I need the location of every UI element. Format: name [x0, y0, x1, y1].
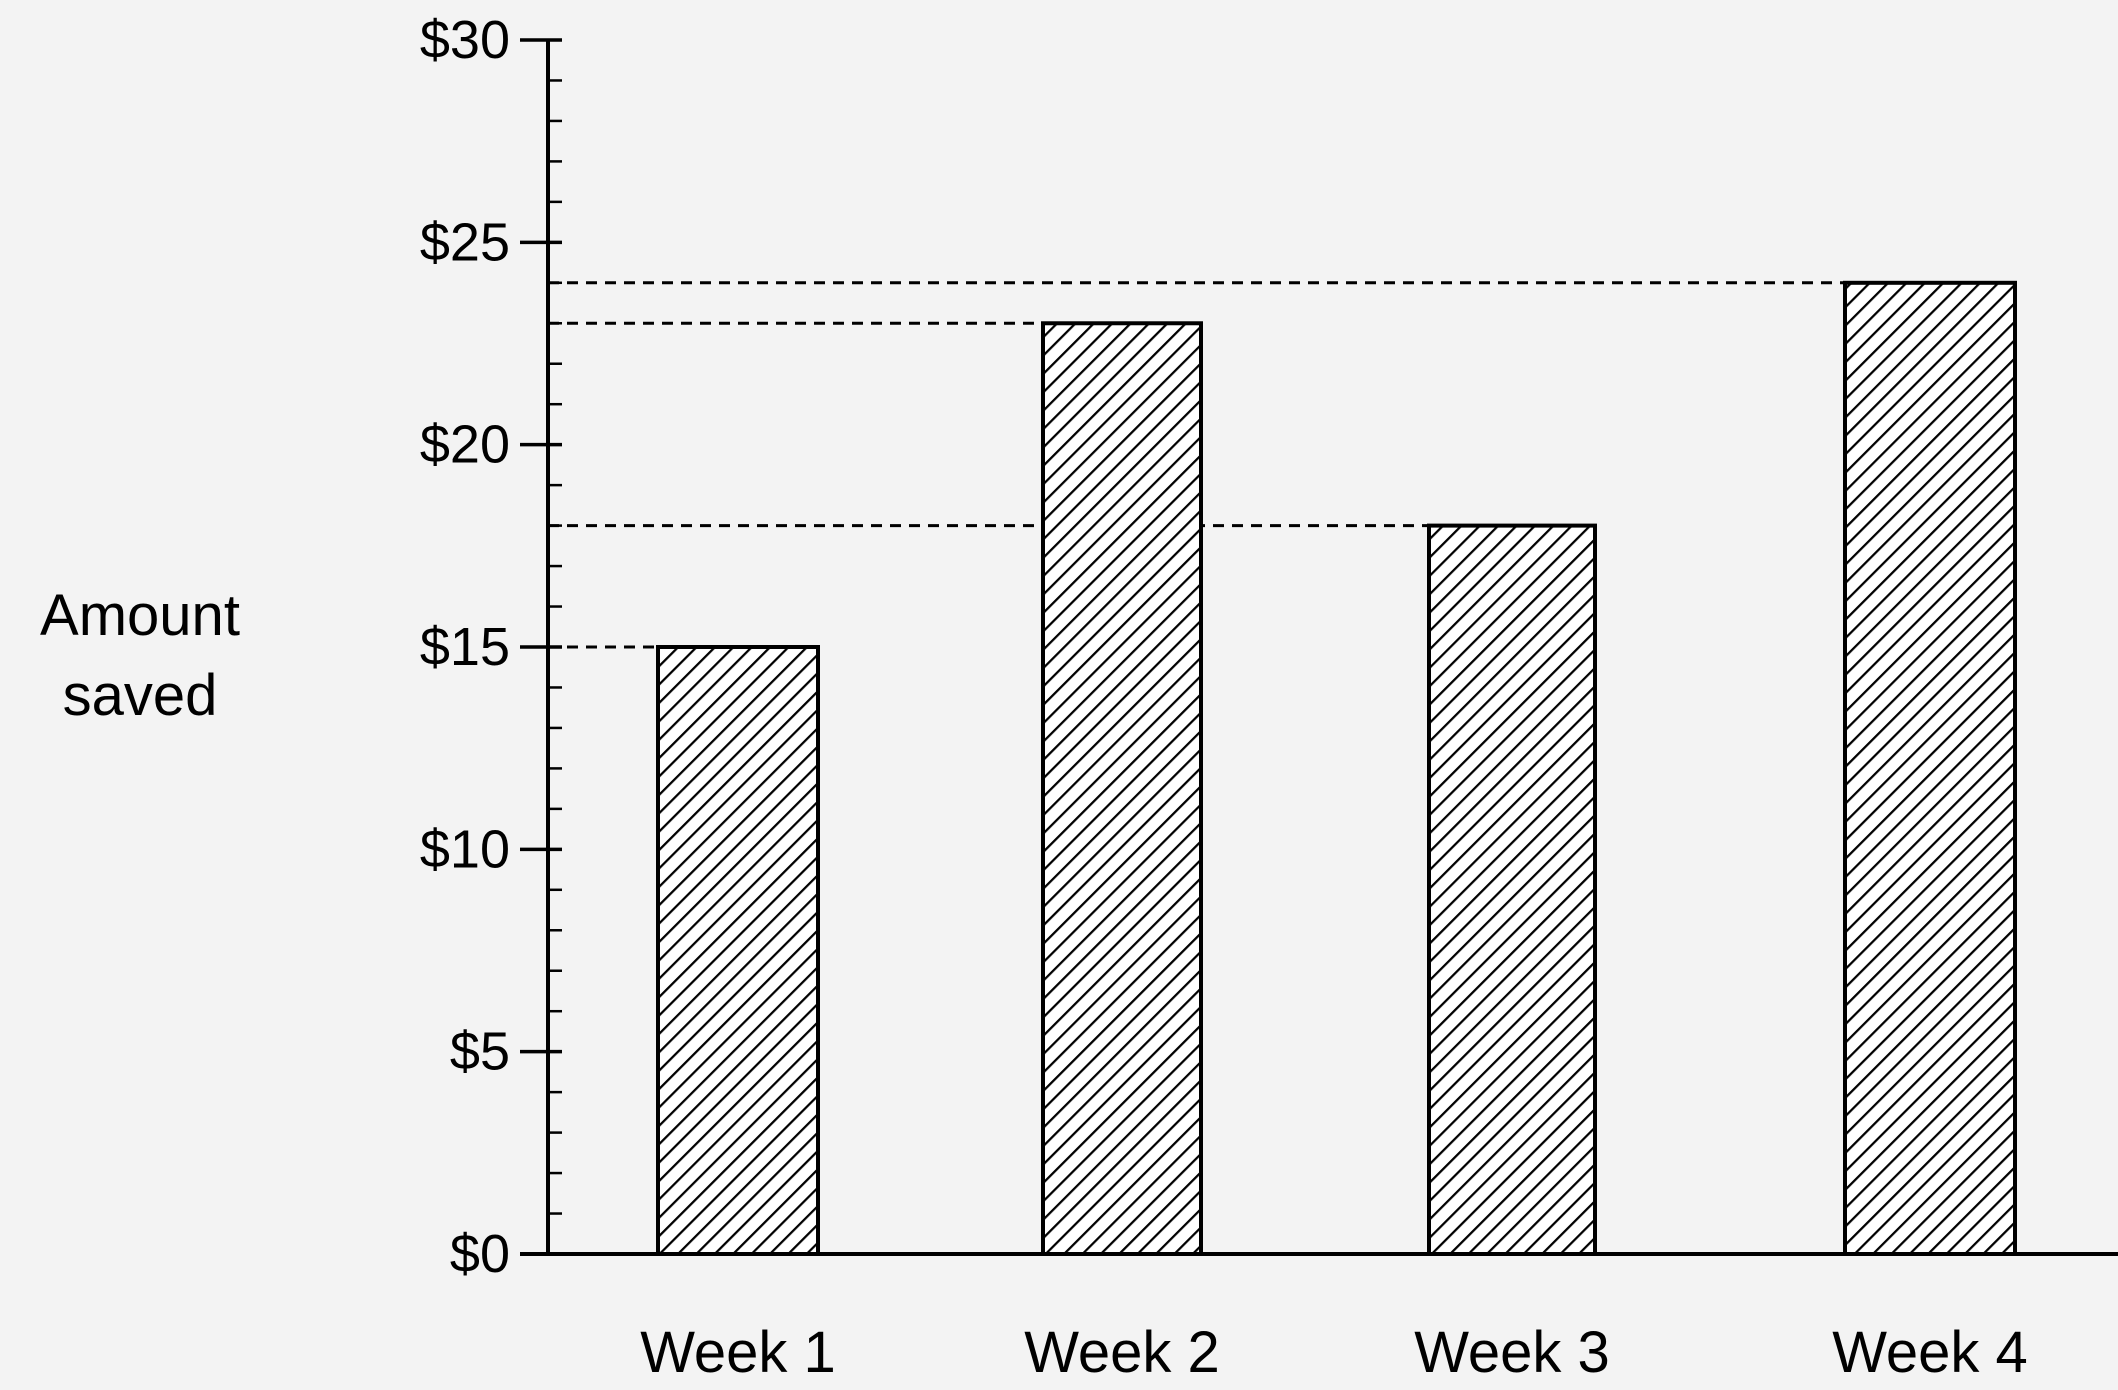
- y-axis-label-line-2: saved: [63, 663, 218, 728]
- y-tick-label: $25: [420, 212, 510, 272]
- tick-labels: $0 $5 $10 $15 $20 $25 $30: [420, 10, 510, 1284]
- x-category-label: Week 4: [1832, 1320, 2028, 1385]
- x-category-label: Week 2: [1024, 1320, 1220, 1385]
- axes: [520, 38, 2118, 1256]
- x-category-label: Week 1: [640, 1320, 836, 1385]
- bar: [1843, 280, 2017, 1256]
- y-tick-label: $0: [450, 1224, 510, 1284]
- y-tick-label: $20: [420, 415, 510, 475]
- y-tick-label: $10: [420, 819, 510, 879]
- bar: [656, 645, 820, 1256]
- bars: [656, 280, 2017, 1256]
- bar: [1041, 321, 1203, 1256]
- bar: [1427, 523, 1597, 1256]
- y-axis-label-line-1: Amount: [40, 583, 240, 648]
- y-tick-label: $15: [420, 617, 510, 677]
- reference-lines: [548, 281, 1845, 649]
- y-tick-label: $30: [420, 10, 510, 70]
- x-category-label: Week 3: [1414, 1320, 1610, 1385]
- category-labels: Week 1 Week 2 Week 3 Week 4: [640, 1320, 2028, 1385]
- y-tick-label: $5: [450, 1022, 510, 1082]
